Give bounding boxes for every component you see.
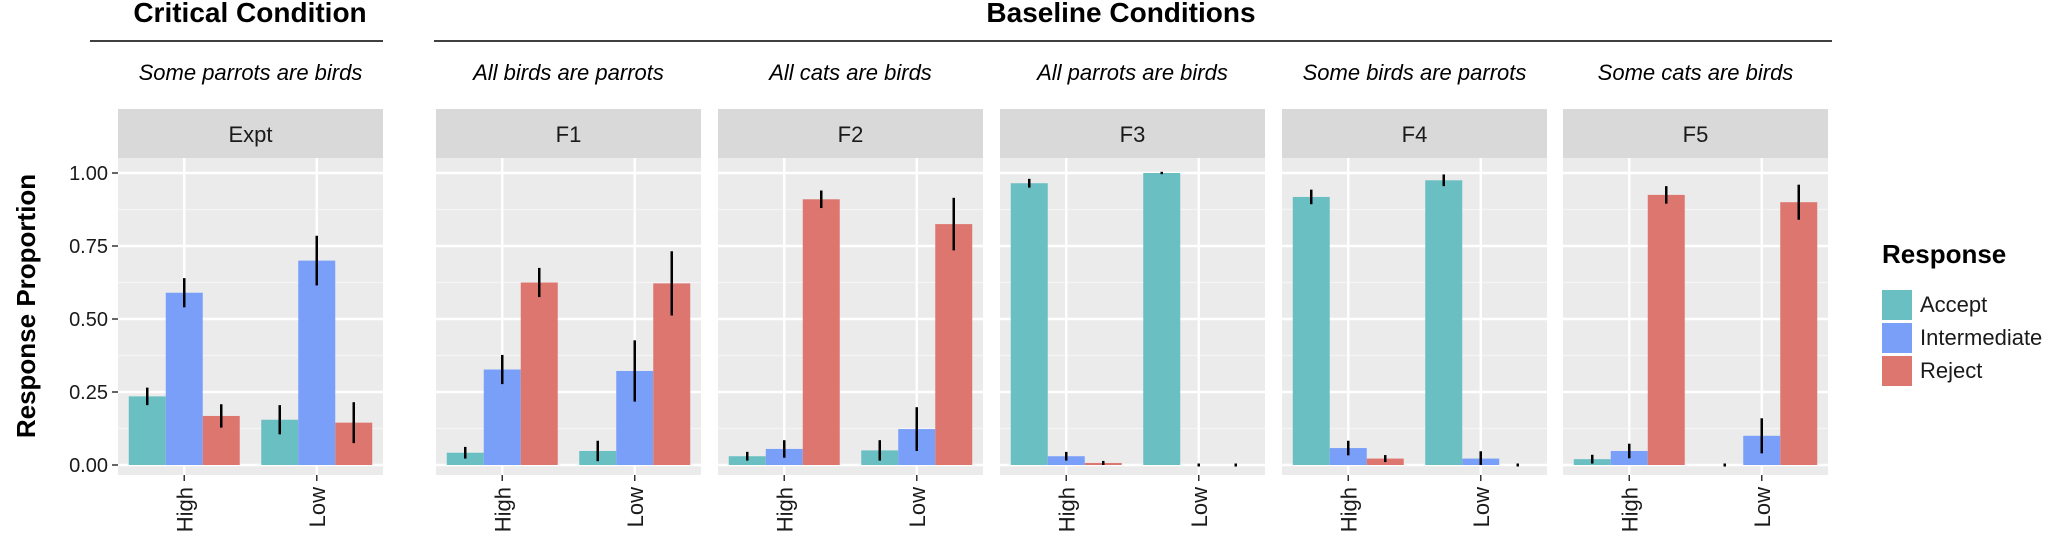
bar-accept — [128, 396, 166, 465]
x-tick-label: Low — [1469, 487, 1494, 527]
panel-subtitle: All cats are birds — [767, 60, 932, 85]
y-tick-label: 1.00 — [69, 163, 108, 185]
panel-subtitle: Some parrots are birds — [139, 60, 363, 85]
panel-subtitle: All birds are parrots — [471, 60, 664, 85]
x-tick-label: High — [490, 487, 515, 532]
legend-label-accept: Accept — [1920, 292, 1987, 317]
bar-intermediate — [165, 292, 203, 465]
bar-accept — [1425, 180, 1463, 466]
panel-strip — [1563, 109, 1828, 158]
y-axis-title: Response Proportion — [11, 174, 41, 438]
legend-swatch-accept — [1882, 290, 1912, 320]
panel-subtitle: Some birds are parrots — [1303, 60, 1527, 85]
y-tick-label: 0.25 — [69, 382, 108, 404]
bar-accept — [1143, 173, 1181, 465]
panel-strip — [1282, 109, 1547, 158]
panel-strip — [118, 109, 383, 158]
y-tick-label: 0.50 — [69, 309, 108, 331]
x-tick-label: Low — [905, 487, 930, 527]
panel-f2: All cats are birds F2 High Low — [718, 60, 983, 532]
legend: Response Accept Intermediate Reject — [1882, 239, 2042, 386]
panel-f1: All birds are parrots F1 High Low — [436, 60, 701, 532]
panel-strip-label: Expt — [228, 122, 272, 147]
panel-f3: All parrots are birds F3 High Low — [1000, 60, 1265, 532]
panel-strip-label: F2 — [838, 122, 864, 147]
panel-subtitle: All parrots are birds — [1035, 60, 1228, 85]
x-tick-label: High — [772, 487, 797, 532]
legend-swatch-reject — [1882, 356, 1912, 386]
panel-strip-label: F4 — [1402, 122, 1428, 147]
panel-strip — [718, 109, 983, 158]
group-title-baseline: Baseline Conditions — [986, 0, 1255, 28]
x-tick-label: Low — [1187, 487, 1212, 527]
bar-reject — [1780, 202, 1818, 465]
bar-reject — [520, 282, 558, 465]
legend-swatch-intermediate — [1882, 323, 1912, 353]
bar-reject — [1647, 194, 1685, 465]
x-tick-label: High — [172, 487, 197, 532]
bar-reject — [802, 199, 840, 465]
panel-strip-label: F3 — [1120, 122, 1146, 147]
x-tick-label: High — [1336, 487, 1361, 532]
panel-subtitle: Some cats are birds — [1598, 60, 1794, 85]
group-title-critical: Critical Condition — [133, 0, 366, 28]
x-tick-label: Low — [1750, 487, 1775, 527]
legend-title: Response — [1882, 239, 2006, 269]
panel-f4: Some birds are parrots F4 High Low — [1282, 60, 1547, 532]
bar-intermediate — [298, 260, 336, 465]
y-tick-label: 0.00 — [69, 455, 108, 477]
bar-reject — [935, 224, 973, 465]
y-tick-labels: 0.00 0.25 0.50 0.75 1.00 — [69, 163, 108, 477]
panel-strip — [436, 109, 701, 158]
panel-expt: Some parrots are birds Expt High Low — [112, 60, 383, 532]
panel-strip-label: F5 — [1683, 122, 1709, 147]
bar-accept — [1292, 196, 1330, 465]
bar-accept — [446, 452, 484, 465]
x-tick-label: High — [1617, 487, 1642, 532]
x-tick-label: High — [1054, 487, 1079, 532]
legend-label-intermediate: Intermediate — [1920, 325, 2042, 350]
bar-intermediate — [1329, 448, 1367, 465]
y-tick-label: 0.75 — [69, 236, 108, 258]
legend-label-reject: Reject — [1920, 358, 1982, 383]
panel-f5: Some cats are birds F5 High Low — [1563, 60, 1828, 532]
x-tick-label: Low — [305, 487, 330, 527]
panel-strip-label: F1 — [556, 122, 582, 147]
panel-strip — [1000, 109, 1265, 158]
bar-accept — [1010, 183, 1048, 465]
bar-intermediate — [483, 369, 521, 465]
x-tick-label: Low — [623, 487, 648, 527]
